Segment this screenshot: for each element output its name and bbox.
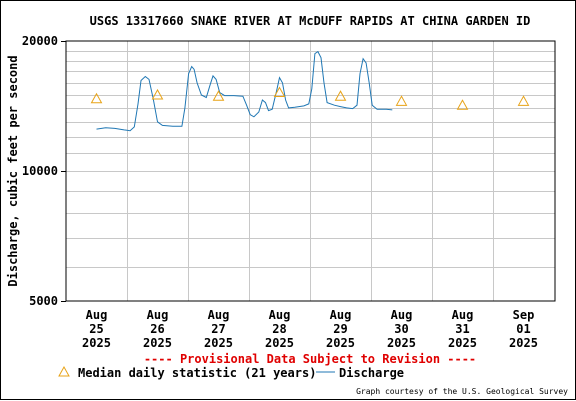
x-tick-label: 28 <box>272 322 286 336</box>
x-axis-ticks: Aug252025Aug262025Aug272025Aug282025Aug2… <box>82 308 538 350</box>
x-tick-label: Aug <box>391 308 413 322</box>
x-tick-label: Aug <box>269 308 291 322</box>
y-tick-label: 5000 <box>29 294 58 308</box>
x-tick-label: 2025 <box>82 336 111 350</box>
x-tick-label: 01 <box>516 322 530 336</box>
chart-title: USGS 13317660 SNAKE RIVER AT McDUFF RAPI… <box>90 14 531 28</box>
x-tick-label: Sep <box>513 308 535 322</box>
chart-grid <box>66 41 555 301</box>
x-tick-label: 27 <box>211 322 225 336</box>
y-tick-label: 10000 <box>22 164 58 178</box>
x-tick-label: 26 <box>150 322 164 336</box>
x-tick-label: Aug <box>86 308 108 322</box>
legend: Median daily statistic (21 years) Discha… <box>58 365 404 380</box>
median-point <box>334 90 347 101</box>
median-point <box>517 95 530 106</box>
x-tick-label: 30 <box>394 322 408 336</box>
series-layer <box>90 50 530 132</box>
x-tick-label: 25 <box>89 322 103 336</box>
x-tick-label: Aug <box>208 308 230 322</box>
discharge-legend-label: Discharge <box>339 366 404 380</box>
x-tick-label: 2025 <box>326 336 355 350</box>
x-tick-label: Aug <box>330 308 352 322</box>
x-tick-label: 31 <box>455 322 469 336</box>
x-tick-label: 2025 <box>265 336 294 350</box>
x-tick-label: 2025 <box>387 336 416 350</box>
median-point <box>273 86 286 97</box>
y-axis-ticks: 20000 10000 5000 <box>22 34 66 308</box>
median-point <box>90 92 103 104</box>
median-legend-label: Median daily statistic (21 years) <box>78 366 316 380</box>
y-tick-label: 20000 <box>22 34 58 48</box>
x-tick-label: Aug <box>452 308 474 322</box>
median-legend-marker <box>58 365 70 377</box>
x-tick-label: 2025 <box>204 336 233 350</box>
median-point <box>395 95 408 106</box>
provisional-notice: ---- Provisional Data Subject to Revisio… <box>144 352 476 366</box>
discharge-line <box>96 50 393 132</box>
credit-text: Graph courtesy of the U.S. Geological Su… <box>356 387 568 396</box>
median-point <box>151 88 164 100</box>
x-tick-label: 29 <box>333 322 347 336</box>
x-tick-label: Aug <box>147 308 169 322</box>
x-tick-label: 2025 <box>143 336 172 350</box>
y-axis-label: Discharge, cubic feet per second <box>6 55 20 286</box>
x-tick-label: 2025 <box>448 336 477 350</box>
median-point <box>456 99 469 110</box>
x-tick-label: 2025 <box>509 336 538 350</box>
median-point <box>212 90 225 101</box>
